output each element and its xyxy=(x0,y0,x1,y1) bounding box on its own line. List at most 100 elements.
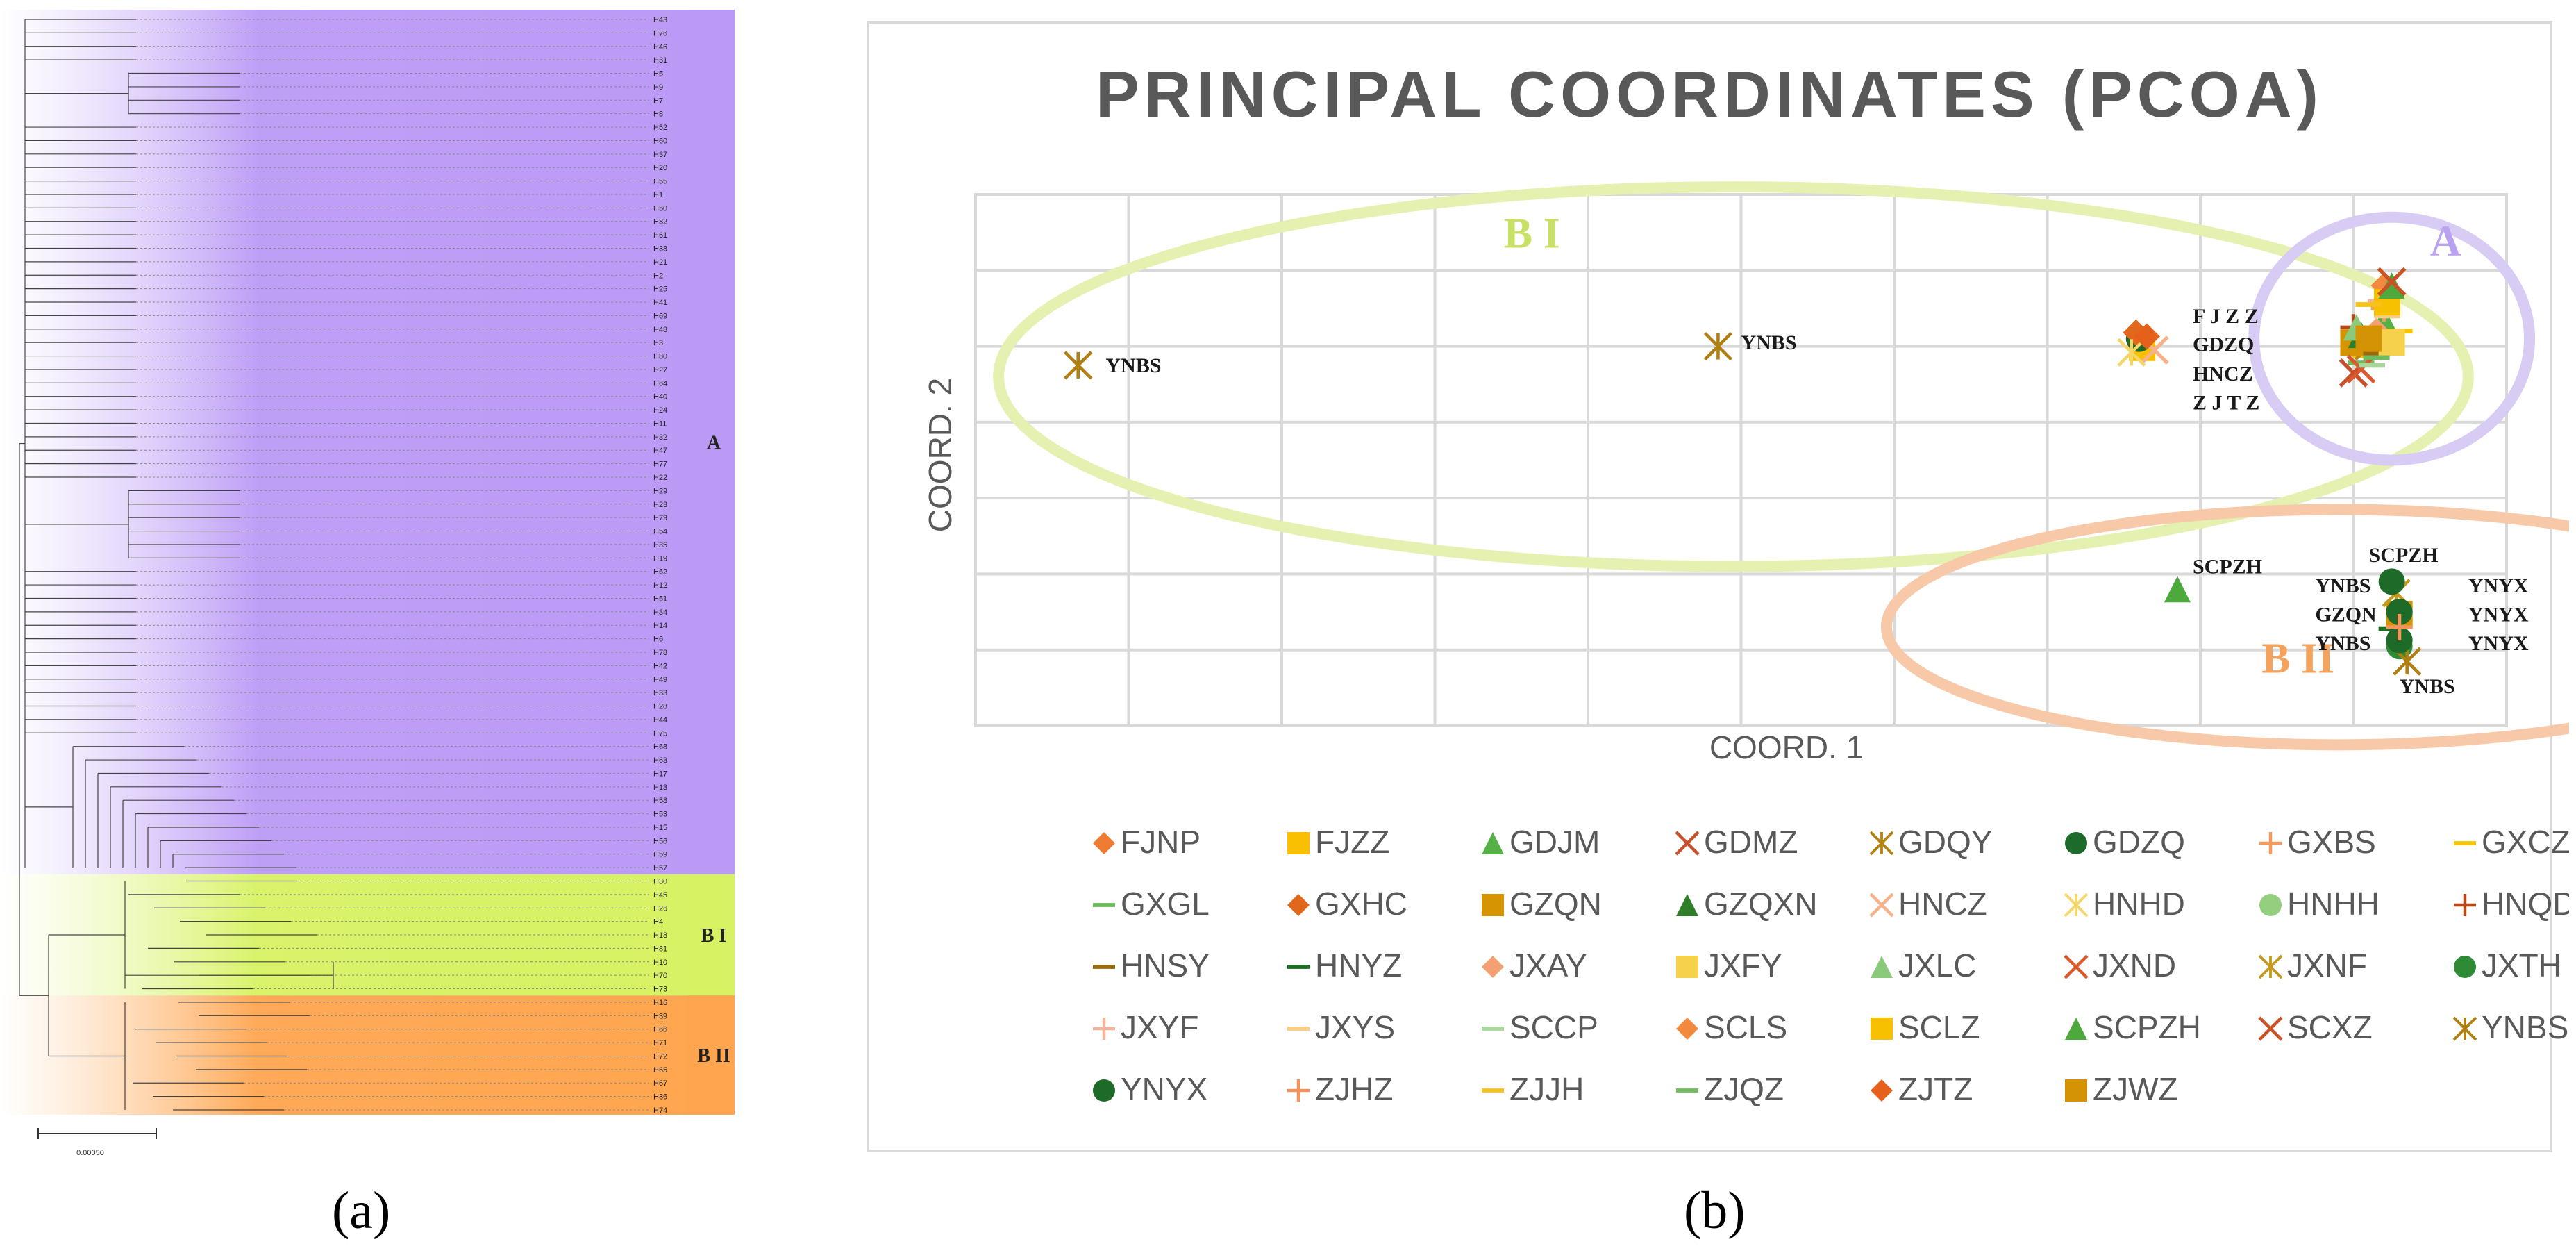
legend-marker xyxy=(2454,894,2476,916)
tree-tip-label: H46 xyxy=(653,43,667,51)
legend-marker xyxy=(2258,954,2283,979)
data-point-hnhd xyxy=(2117,338,2146,367)
legend-label: GDMZ xyxy=(1704,824,1798,860)
cluster-label: B I xyxy=(701,925,727,947)
tree-tip-label: H55 xyxy=(653,178,667,186)
legend-label: HNSY xyxy=(1121,947,1210,984)
legend-marker xyxy=(1287,1027,1310,1031)
tree-tip-label: H2 xyxy=(653,272,663,280)
legend-marker xyxy=(1287,894,1310,916)
point-label: SCPZH xyxy=(2193,556,2262,579)
legend-item-gdqy: GDQY xyxy=(1869,824,1992,860)
tree-tip-label: H69 xyxy=(653,312,667,320)
legend-marker xyxy=(2064,893,2089,918)
data-point-zjhz xyxy=(2386,613,2413,640)
legend-label: JXND xyxy=(2093,947,2176,984)
cluster-band-b-ii xyxy=(0,995,735,1115)
tree-tip-label: H13 xyxy=(653,783,667,792)
data-point-zjwz xyxy=(2355,325,2382,352)
legend-marker xyxy=(1869,831,1894,856)
tree-tip-label: H53 xyxy=(653,811,667,819)
legend-item-jxfy: JXFY xyxy=(1676,947,1782,984)
data-point-scpzh xyxy=(2164,576,2191,603)
tree-tip-label: H44 xyxy=(653,716,667,724)
legend-marker xyxy=(1482,956,1504,978)
tree-tip-label: H14 xyxy=(653,622,667,630)
point-label: GDZQ xyxy=(2193,333,2254,356)
legend-item-gzqxn: GZQXN xyxy=(1676,886,1818,922)
tree-tip-label: H30 xyxy=(653,877,667,886)
data-point-zjjh xyxy=(2355,302,2382,307)
tree-tip-label: H57 xyxy=(653,864,667,872)
legend-marker xyxy=(2259,832,2282,854)
legend-label: HNHD xyxy=(2093,886,2185,922)
legend-marker xyxy=(1869,893,1894,918)
legend-item-zjjh: ZJJH xyxy=(1482,1071,1584,1107)
legend-label: JXYS xyxy=(1315,1009,1395,1045)
point-label: YNBS xyxy=(2315,574,2370,597)
point-label: YNBS xyxy=(1741,331,1797,354)
legend-label: ZJHZ xyxy=(1315,1071,1393,1107)
tree-tip-label: H59 xyxy=(653,851,667,859)
point-label: YNBS xyxy=(2315,632,2370,655)
tree-tip-label: H60 xyxy=(653,137,667,145)
point-label: YNYX xyxy=(2468,632,2529,655)
legend-item-hnqd: HNQD xyxy=(2454,886,2569,922)
legend-label: GDZQ xyxy=(2093,824,2185,860)
tree-tip-label: H43 xyxy=(653,16,667,24)
tree-tip-label: H37 xyxy=(653,151,667,159)
x-axis-label: COORD. 1 xyxy=(1709,729,1864,765)
point-label: HNCZ xyxy=(2193,363,2253,385)
data-point-zjtz xyxy=(2133,323,2160,350)
legend-item-zjtz: ZJTZ xyxy=(1871,1071,1973,1107)
tree-tip-label: H24 xyxy=(653,406,667,415)
legend-label: GXBS xyxy=(2287,824,2376,860)
legend-marker xyxy=(2065,1018,2087,1040)
panel-a-label: (a) xyxy=(332,1181,391,1240)
legend-item-sclz: SCLZ xyxy=(1871,1009,1980,1045)
legend-item-fjzz: FJZZ xyxy=(1287,824,1389,860)
tree-tip-label: H10 xyxy=(653,959,667,967)
legend-marker xyxy=(1093,832,1115,854)
legend-item-jxnd: JXND xyxy=(2064,947,2176,984)
data-point-jxys xyxy=(2374,313,2401,319)
legend-label: GXHC xyxy=(1315,886,1407,922)
tree-tip-label: H82 xyxy=(653,218,667,226)
tree-tip-label: H68 xyxy=(653,743,667,752)
tree-tip-label: H42 xyxy=(653,662,667,670)
legend-label: GXGL xyxy=(1121,886,1210,922)
legend-item-ynbs: YNBS xyxy=(2452,1009,2568,1045)
cluster-label: B II xyxy=(2261,636,2334,683)
legend-label: JXYF xyxy=(1121,1009,1198,1045)
legend-label: HNYZ xyxy=(1315,947,1402,984)
tree-tip-label: H48 xyxy=(653,326,667,334)
chart-title: PRINCIPAL COORDINATES (PCOA) xyxy=(1096,58,2323,131)
legend-item-gzqn: GZQN xyxy=(1482,886,1602,922)
tree-tip-label: H65 xyxy=(653,1066,667,1074)
tree-tip-label: H20 xyxy=(653,164,667,172)
tree-tip-label: H23 xyxy=(653,501,667,509)
legend-item-gxbs: GXBS xyxy=(2259,824,2376,860)
data-point-gxhc xyxy=(2123,319,2150,346)
legend-label: GZQN xyxy=(1509,886,1602,922)
tree-tip-label: H70 xyxy=(653,972,667,980)
tree-tip-label: H76 xyxy=(653,29,667,38)
point-label: YNYX xyxy=(2468,603,2529,626)
tree-tip-label: H6 xyxy=(653,636,663,644)
tree-tip-label: H75 xyxy=(653,729,667,738)
legend-item-scpzh: SCPZH xyxy=(2065,1009,2201,1045)
tree-tip-label: H18 xyxy=(653,931,667,940)
cluster-label: A xyxy=(2430,217,2461,265)
cluster-label: A xyxy=(707,432,721,454)
data-point-jxnd xyxy=(2346,354,2376,384)
legend-item-zjqz: ZJQZ xyxy=(1676,1071,1784,1107)
tree-tip-label: H7 xyxy=(653,97,663,105)
legend-item-gxgl: GXGL xyxy=(1093,886,1210,922)
tree-tip-label: H38 xyxy=(653,245,667,254)
legend-label: SCXZ xyxy=(2287,1009,2373,1045)
tree-tip-label: H17 xyxy=(653,770,667,778)
legend-marker xyxy=(1482,894,1504,916)
legend-label: HNQD xyxy=(2482,886,2569,922)
legend-item-hnhd: HNHD xyxy=(2064,886,2185,922)
